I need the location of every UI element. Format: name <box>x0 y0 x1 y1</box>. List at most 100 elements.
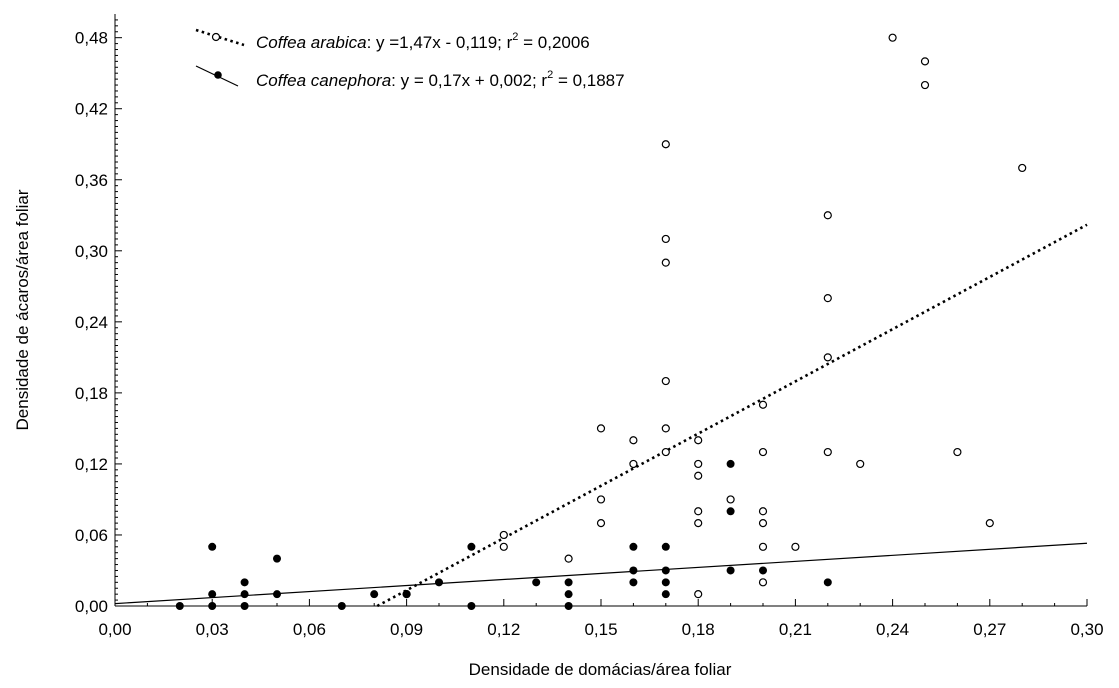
y-tick-label: 0,48 <box>75 29 108 48</box>
legend-entry-canephora: Coffea canephora: y = 0,17x + 0,002; r2 … <box>195 65 625 90</box>
data-point-series-0 <box>694 590 703 599</box>
data-point-series-1 <box>726 459 735 468</box>
data-point-series-1 <box>726 507 735 516</box>
data-point-series-0 <box>596 519 606 528</box>
data-point-series-0 <box>823 211 832 220</box>
legend-r2-arabica: = 0,2006 <box>518 33 589 52</box>
data-point-series-1 <box>661 578 670 587</box>
x-tick-label: 0,06 <box>293 620 326 639</box>
legend-text-arabica: Coffea arabica: y =1,47x - 0,119; r2 = 0… <box>256 31 590 52</box>
data-point-series-0 <box>661 447 670 457</box>
legend-entry-arabica: Coffea arabica: y =1,47x - 0,119; r2 = 0… <box>195 28 590 52</box>
x-tick-label: 0,12 <box>487 620 520 639</box>
data-point-series-0 <box>499 542 508 551</box>
x-tick-label: 0,18 <box>682 620 715 639</box>
x-tick-label: 0,09 <box>390 620 423 639</box>
legend: Coffea arabica: y =1,47x - 0,119; r2 = 0… <box>195 28 625 90</box>
data-point-series-1 <box>208 602 217 610</box>
data-point-series-1 <box>240 590 249 599</box>
data-point-series-0 <box>499 530 508 540</box>
regression-line-series-0 <box>376 223 1088 608</box>
data-point-series-0 <box>1018 163 1027 173</box>
y-tick-label: 0,18 <box>75 384 108 403</box>
data-point-series-1 <box>435 578 443 587</box>
data-point-series-0 <box>694 436 703 445</box>
x-tick-label: 0,30 <box>1070 620 1103 639</box>
x-tick-label: 0,21 <box>779 620 812 639</box>
data-point-series-1 <box>240 602 249 610</box>
y-tick-label: 0,36 <box>75 171 108 190</box>
legend-equation-arabica: : y =1,47x - 0,119; r <box>367 33 513 52</box>
data-point-series-0 <box>661 234 670 244</box>
data-point-series-0 <box>596 424 606 433</box>
y-tick-label: 0,06 <box>75 526 108 545</box>
data-point-series-0 <box>661 424 670 433</box>
x-tick-label: 0,27 <box>973 620 1006 639</box>
data-point-series-0 <box>694 507 703 516</box>
data-point-series-0 <box>888 33 897 42</box>
data-point-series-0 <box>661 376 670 386</box>
data-point-series-1 <box>337 602 346 610</box>
data-point-series-0 <box>758 519 768 528</box>
legend-series-name-arabica: Coffea arabica <box>256 33 367 52</box>
data-point-series-1 <box>759 566 767 575</box>
axes <box>114 14 1088 607</box>
data-point-series-1 <box>823 578 832 587</box>
x-tick-label: 0,00 <box>98 620 131 639</box>
data-point-series-0 <box>758 578 768 587</box>
legend-r2-canephora: = 0,1887 <box>553 71 624 90</box>
data-point-series-0 <box>856 459 865 469</box>
data-point-series-0 <box>823 294 832 303</box>
data-point-series-0 <box>629 459 638 469</box>
data-point-series-1 <box>370 590 379 599</box>
data-point-series-1 <box>467 602 476 610</box>
data-point-series-0 <box>920 57 930 66</box>
data-point-series-1 <box>661 566 670 575</box>
data-point-series-0 <box>726 495 735 504</box>
data-point-series-0 <box>985 519 994 528</box>
data-point-series-0 <box>823 447 832 457</box>
data-point-series-0 <box>564 554 573 563</box>
data-point-series-1 <box>467 542 476 551</box>
data-point-series-1 <box>273 554 281 563</box>
data-point-series-1 <box>240 578 249 587</box>
x-axis-title: Densidade de domácias/área foliar <box>469 660 732 679</box>
data-points <box>175 33 1027 610</box>
data-point-series-1 <box>208 590 217 599</box>
legend-exponent-canephora: 2 <box>547 69 553 81</box>
tick-labels: 0,00 0,03 0,06 0,09 0,12 0,15 0,18 0,21 0,24 0,27… <box>75 29 1104 639</box>
data-point-series-0 <box>694 471 703 480</box>
data-point-series-1 <box>661 542 670 551</box>
x-tick-label: 0,24 <box>876 620 909 639</box>
data-point-series-0 <box>629 436 638 445</box>
data-point-series-1 <box>726 566 735 575</box>
data-point-series-1 <box>175 602 184 610</box>
x-tick-label: 0,15 <box>584 620 617 639</box>
data-point-series-0 <box>694 459 703 469</box>
data-point-series-1 <box>629 578 638 587</box>
data-point-series-0 <box>596 495 606 504</box>
data-point-series-1 <box>208 542 217 551</box>
y-tick-label: 0,00 <box>75 597 108 616</box>
y-tick-label: 0,42 <box>75 100 108 119</box>
legend-exponent-arabica: 2 <box>512 31 518 43</box>
data-point-series-1 <box>402 590 411 599</box>
y-axis-title: Densidade de ácaros/área foliar <box>13 189 32 430</box>
data-point-series-1 <box>564 578 573 587</box>
x-tick-label: 0,03 <box>196 620 229 639</box>
y-tick-label: 0,12 <box>75 455 108 474</box>
data-point-series-0 <box>694 519 703 528</box>
legend-text-canephora: Coffea canephora: y = 0,17x + 0,002; r2 … <box>256 69 625 90</box>
data-point-series-0 <box>920 80 930 90</box>
data-point-series-1 <box>273 590 281 599</box>
data-point-series-0 <box>758 400 768 409</box>
data-point-series-1 <box>629 566 638 575</box>
data-point-series-0 <box>758 542 768 551</box>
data-point-series-0 <box>758 447 768 457</box>
y-tick-label: 0,30 <box>75 242 108 261</box>
y-tick-label: 0,24 <box>75 313 108 332</box>
legend-series-name-canephora: Coffea canephora <box>256 71 391 90</box>
data-point-series-1 <box>564 590 573 599</box>
data-point-series-0 <box>953 447 962 457</box>
legend-equation-canephora: : y = 0,17x + 0,002; r <box>391 71 547 90</box>
